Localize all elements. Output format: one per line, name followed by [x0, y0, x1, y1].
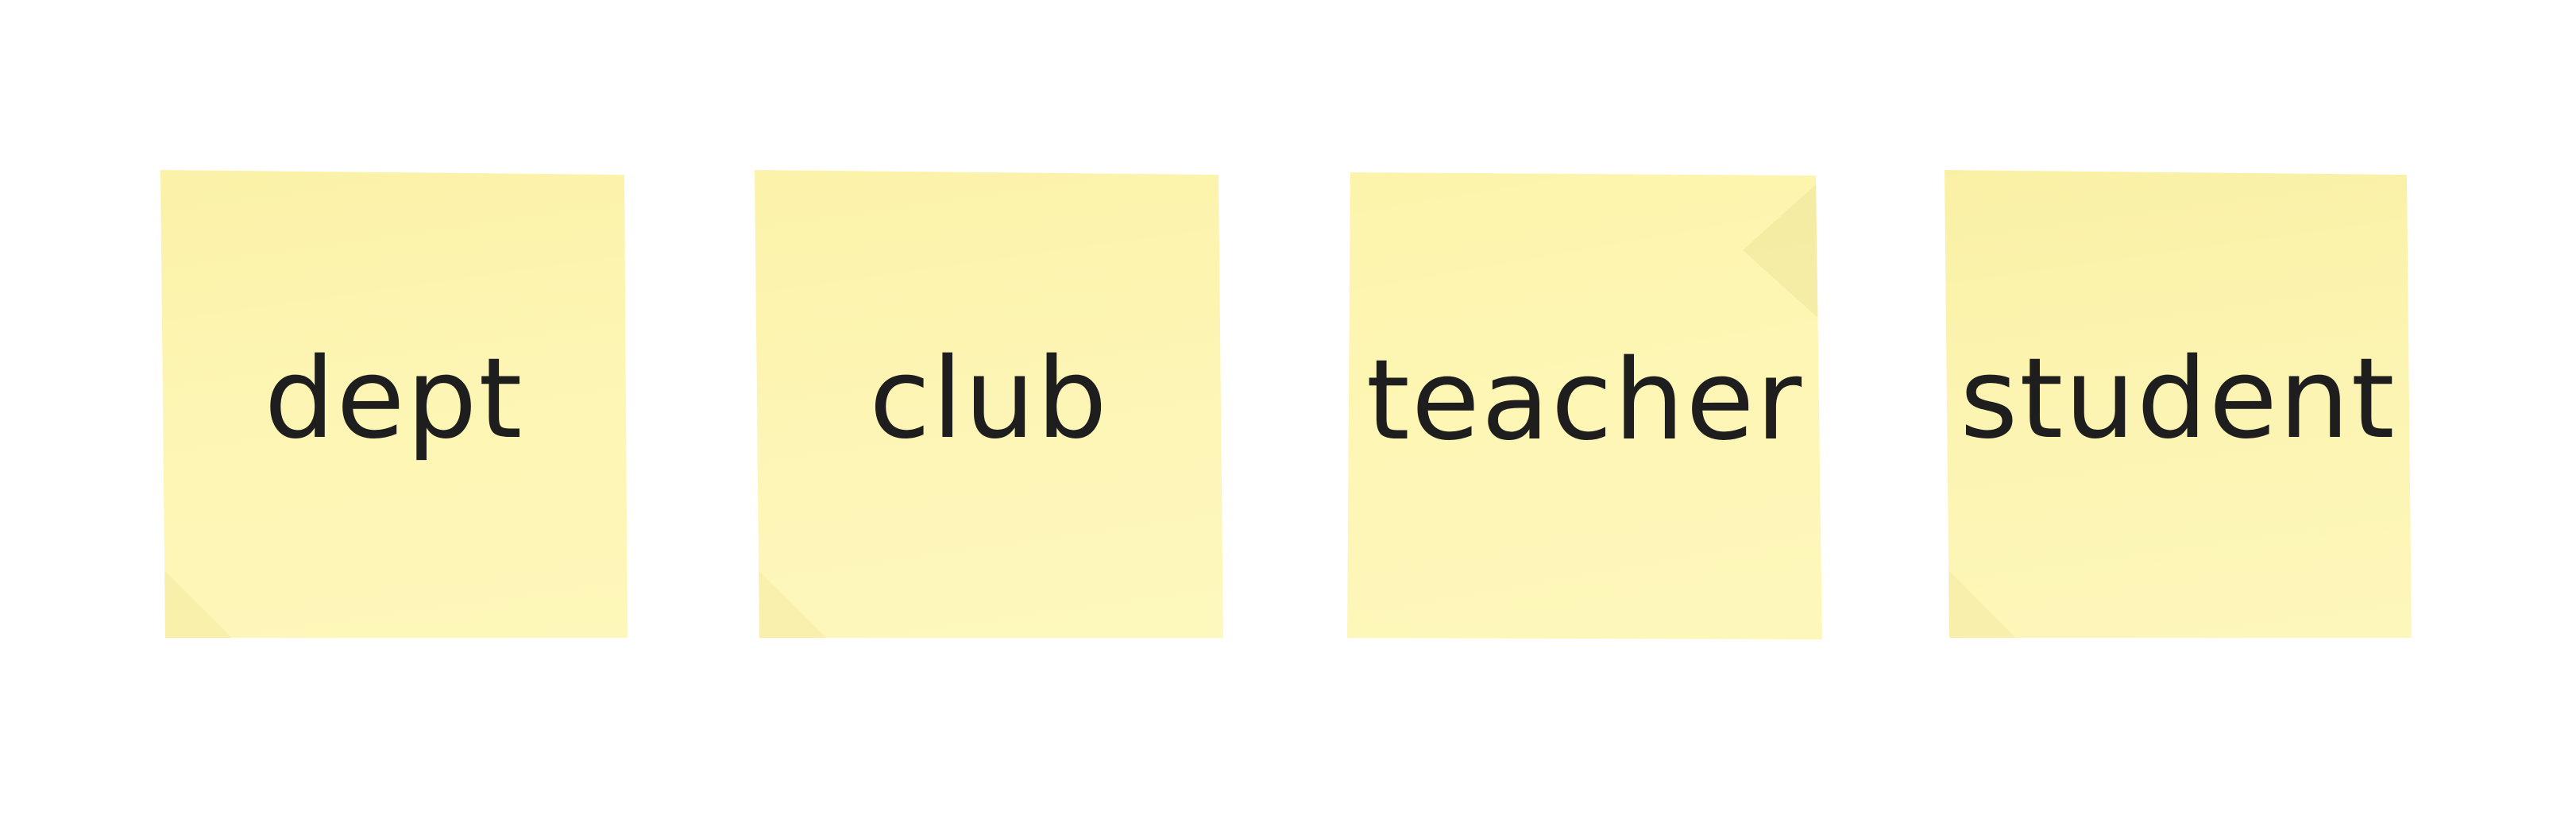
sticky-note-club[interactable]: club — [755, 170, 1223, 638]
sticky-note-label: club — [869, 334, 1109, 464]
sticky-note-background — [160, 170, 628, 638]
sticky-note-label: student — [1960, 334, 2396, 464]
sticky-note-background — [755, 170, 1223, 638]
sticky-note-label: teacher — [1365, 336, 1804, 465]
sticky-note-student[interactable]: student — [1945, 170, 2412, 638]
sticky-note-teacher[interactable]: teacher — [1347, 172, 1822, 639]
sticky-note-label: dept — [264, 334, 524, 464]
sticky-note-background — [1945, 170, 2412, 638]
sticky-note-dept[interactable]: dept — [160, 170, 628, 638]
